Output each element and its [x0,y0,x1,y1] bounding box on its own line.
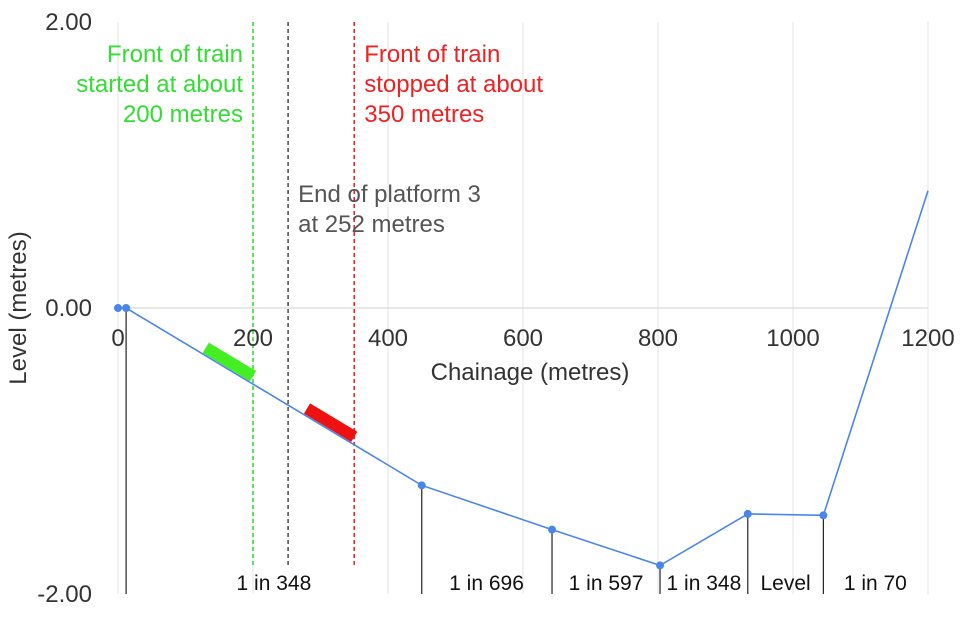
marker-annotation-line: 350 metres [364,101,484,128]
data-point [656,561,665,570]
marker-annotation-line: at 252 metres [298,211,445,238]
marker-annotation-line: Front of train [107,41,243,68]
x-tick-label: 1000 [766,325,819,352]
y-tick-label: 2.00 [45,9,92,36]
x-tick-label: 600 [503,325,543,352]
gradient-label: Level [760,572,810,595]
marker-annotation-line: started at about [76,71,243,98]
marker-annotation-line: Front of train [364,41,500,68]
gradient-label: 1 in 597 [569,572,644,595]
x-axis-label: Chainage (metres) [431,359,630,386]
gradient-label: 1 in 348 [237,572,312,595]
train-segments [202,342,358,442]
data-point [122,304,131,312]
marker-annotation-line: End of platform 3 [298,181,481,208]
data-point [819,511,828,520]
data-point [417,481,426,490]
marker-annotation-line: 200 metres [123,101,243,128]
series-line [118,190,929,567]
series-points [114,304,828,570]
x-tick-label: 1200 [901,325,954,352]
x-tick-label: 400 [368,325,408,352]
y-axis-label: Level (metres) [5,231,32,384]
y-tick-label: 0.00 [45,295,92,322]
marker-annotations: Front of train started at about 200 metres… [76,41,543,238]
gradient-label: 1 in 70 [844,572,907,595]
x-tick-label: 800 [638,325,678,352]
data-point [114,304,122,312]
y-tick-label: -2.00 [37,581,92,608]
gradient-label: 1 in 348 [667,572,742,595]
data-point [743,509,752,518]
x-tick-label: 0 [111,325,124,352]
data-point [548,525,557,534]
tick-labels: 0 200 400 600 800 1000 1200 2.00 0.00 -2.00 [37,9,954,608]
marker-annotation-line: stopped at about [364,71,543,98]
vertical-markers [252,22,356,566]
train-segment [202,342,257,382]
series-lines [118,190,929,567]
gradient-dividers [125,308,824,594]
gradient-label: 1 in 696 [449,572,524,595]
train-segment [303,403,358,442]
x-tick-label: 200 [233,325,273,352]
gradient-labels: 1 in 348 1 in 696 1 in 597 1 in 348 Level 1 i… [237,572,907,595]
